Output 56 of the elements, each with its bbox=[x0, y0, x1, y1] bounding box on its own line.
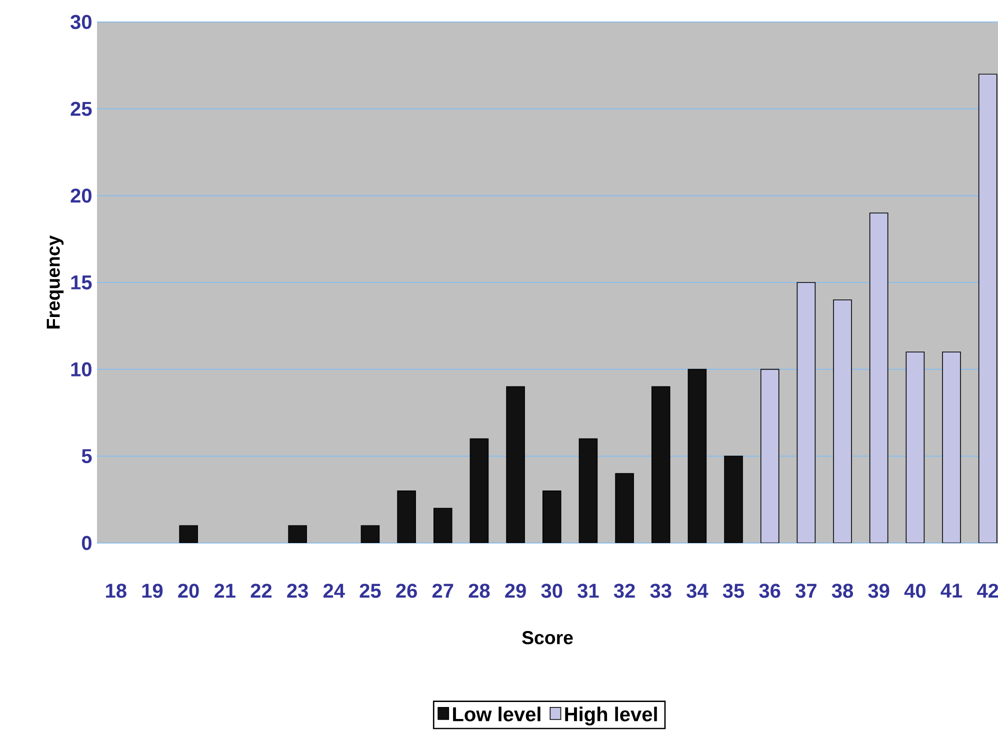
legend-label: High level bbox=[565, 706, 657, 726]
x-tick-label: 25 bbox=[360, 584, 381, 598]
bar bbox=[942, 352, 961, 543]
x-tick-label: 23 bbox=[287, 584, 308, 598]
bar bbox=[978, 74, 998, 543]
x-tick-label: 18 bbox=[106, 584, 126, 598]
x-tick-label: 35 bbox=[722, 584, 744, 598]
x-tick-label: 39 bbox=[868, 584, 890, 598]
bar bbox=[578, 438, 598, 543]
y-tick-label: 5 bbox=[82, 449, 92, 464]
x-tick-label: 21 bbox=[214, 584, 236, 598]
x-tick-label: 31 bbox=[578, 584, 599, 598]
bar bbox=[506, 386, 525, 543]
bar bbox=[397, 490, 416, 543]
x-tick-label: 30 bbox=[541, 584, 562, 598]
x-tick-label: 36 bbox=[759, 584, 780, 598]
x-tick-label: 32 bbox=[614, 584, 635, 598]
bar bbox=[906, 352, 925, 543]
bar bbox=[433, 508, 452, 543]
x-tick-label: 33 bbox=[650, 584, 672, 598]
bar bbox=[470, 438, 489, 543]
x-tick-label: 24 bbox=[323, 584, 345, 598]
y-tick-label: 20 bbox=[70, 188, 92, 203]
bar bbox=[760, 368, 780, 543]
x-tick-label: 22 bbox=[250, 584, 272, 598]
bar bbox=[360, 525, 380, 543]
bar bbox=[869, 212, 888, 543]
bar bbox=[833, 299, 852, 543]
x-tick-label: 27 bbox=[432, 584, 454, 598]
x-tick-label: 29 bbox=[505, 584, 526, 598]
x-tick-label: 38 bbox=[832, 584, 854, 598]
x-tick-label: 20 bbox=[178, 584, 199, 598]
x-tick-label: 40 bbox=[904, 584, 926, 598]
x-tick-label: 42 bbox=[977, 584, 998, 598]
legend-label: Low level bbox=[453, 706, 540, 722]
x-tick-label: 41 bbox=[940, 584, 962, 598]
x-axis-title: Score bbox=[522, 631, 573, 644]
x-tick-label: 26 bbox=[396, 584, 417, 598]
y-tick-label: 0 bbox=[82, 536, 92, 550]
y-tick-label: 30 bbox=[70, 14, 92, 30]
y-tick-label: 10 bbox=[71, 362, 92, 376]
bar bbox=[179, 525, 198, 543]
bar bbox=[688, 368, 707, 543]
y-tick-label: 25 bbox=[70, 102, 92, 116]
bar bbox=[288, 525, 307, 543]
x-tick-label: 28 bbox=[468, 584, 490, 598]
bar bbox=[724, 456, 743, 543]
bar bbox=[615, 473, 634, 543]
bar bbox=[796, 282, 816, 543]
x-tick-label: 19 bbox=[142, 584, 163, 598]
x-tick-label: 37 bbox=[796, 584, 816, 598]
y-tick-label: 15 bbox=[71, 276, 92, 290]
y-axis-title: Frequency bbox=[46, 235, 64, 328]
bar bbox=[542, 490, 562, 543]
bar bbox=[651, 386, 670, 543]
x-tick-label: 34 bbox=[686, 584, 708, 598]
